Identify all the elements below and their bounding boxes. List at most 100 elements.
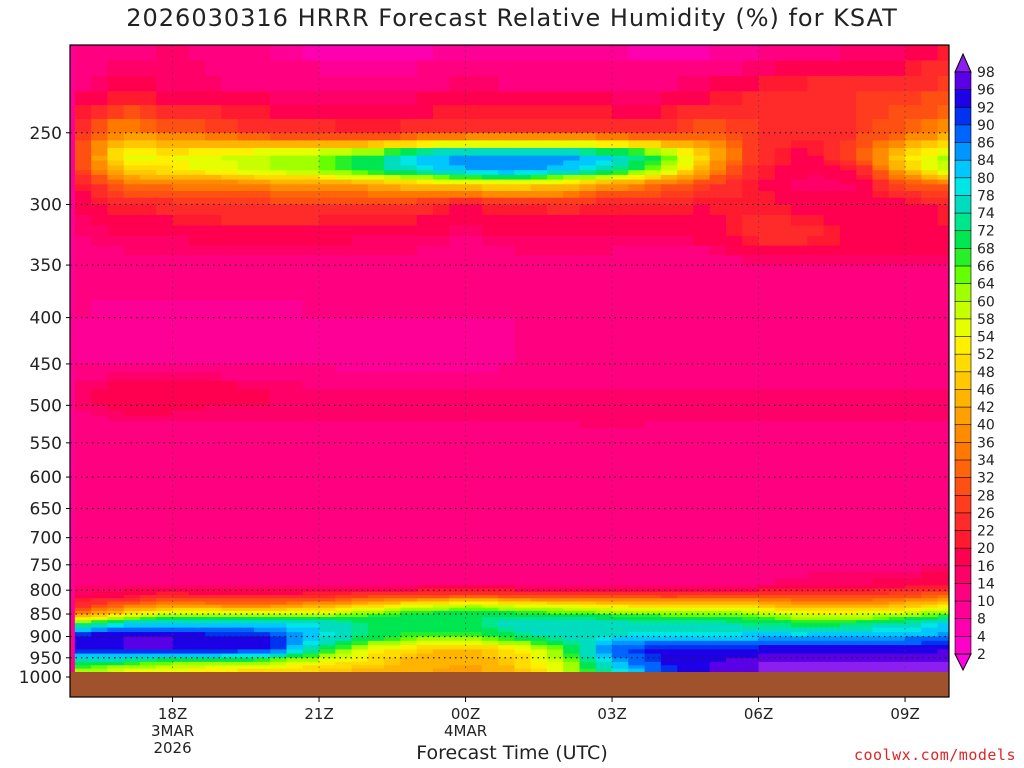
heatmap-cell (205, 191, 223, 199)
heatmap-cell (123, 333, 141, 350)
heatmap-cell (758, 214, 776, 227)
heatmap-cell (856, 300, 874, 319)
heatmap-cell (465, 255, 483, 266)
heatmap-cell (774, 442, 792, 456)
heatmap-cell (579, 585, 597, 590)
heatmap-cell (319, 265, 337, 284)
heatmap-cell (839, 546, 858, 557)
heatmap-cell (188, 578, 206, 587)
heatmap-cell (530, 591, 548, 596)
heatmap-cell (807, 118, 825, 134)
heatmap-cell (91, 604, 109, 609)
heatmap-cell (774, 197, 792, 206)
heatmap-cell (856, 668, 874, 673)
heatmap-cell (270, 235, 288, 247)
heatmap-cell (172, 372, 190, 382)
heatmap-cell (432, 380, 451, 391)
heatmap-cell (677, 184, 695, 192)
heatmap-cell (91, 498, 109, 510)
heatmap-cell (595, 132, 613, 142)
heatmap-cell (937, 282, 949, 301)
y-tick-label: 450 (30, 355, 62, 375)
heatmap-cell (367, 555, 385, 566)
heatmap-cell (595, 614, 613, 618)
heatmap-cell (872, 428, 890, 437)
heatmap-cell (253, 380, 272, 391)
heatmap-cell (253, 420, 272, 429)
heatmap-cell (172, 317, 190, 334)
credit-link[interactable]: coolwx.com/models (853, 746, 1016, 764)
heatmap-cell (156, 435, 174, 444)
heatmap-cell (465, 564, 483, 573)
heatmap-cell (905, 118, 923, 134)
heatmap-cell (839, 604, 858, 609)
heatmap-cell (481, 420, 499, 429)
heatmap-cell (400, 601, 418, 606)
heatmap-cell (660, 614, 678, 618)
heatmap-cell (725, 623, 744, 629)
heatmap-cell (432, 333, 451, 350)
heatmap-cell (253, 649, 272, 655)
heatmap-cell (498, 632, 516, 638)
heatmap-cell (872, 598, 890, 603)
heatmap-cell (139, 585, 158, 590)
heatmap-cell (205, 348, 223, 365)
heatmap-cell (302, 184, 320, 192)
heatmap-cell (791, 197, 809, 206)
heatmap-cell (774, 598, 792, 603)
heatmap-cell (709, 518, 727, 529)
heatmap-cell (937, 191, 949, 199)
heatmap-cell (139, 640, 158, 646)
heatmap-cell (628, 477, 646, 489)
heatmap-cell (660, 518, 678, 529)
heatmap-cell (725, 571, 744, 580)
heatmap-cell (91, 160, 109, 167)
heatmap-cell (107, 91, 125, 106)
heatmap-cell (270, 372, 288, 382)
heatmap-cell (205, 400, 223, 407)
heatmap-cell (921, 191, 939, 199)
heatmap-cell (74, 614, 92, 618)
heatmap-cell (237, 372, 255, 382)
heatmap-cell (498, 555, 516, 566)
heatmap-cell (481, 617, 499, 621)
heatmap-cell (172, 165, 190, 172)
heatmap-cell (791, 75, 809, 93)
heatmap-cell (742, 363, 760, 374)
heatmap-cell (221, 265, 239, 284)
heatmap-cell (514, 477, 532, 489)
heatmap-cell (921, 604, 939, 609)
heatmap-cell (644, 601, 662, 606)
heatmap-cell (563, 649, 581, 655)
heatmap-cell (188, 380, 206, 391)
heatmap-cell (612, 235, 630, 247)
heatmap-cell (302, 105, 320, 120)
heatmap-cell (498, 105, 516, 120)
heatmap-cell (107, 442, 125, 456)
heatmap-cell (449, 617, 467, 621)
heatmap-cell (660, 555, 678, 566)
heatmap-cell (367, 617, 385, 621)
heatmap-cell (514, 235, 532, 247)
heatmap-cell (563, 465, 581, 478)
heatmap-cell (107, 389, 125, 396)
heatmap-cell (937, 645, 949, 651)
heatmap-cell (319, 601, 337, 606)
heatmap-cell (612, 585, 630, 590)
heatmap-cell (481, 640, 499, 646)
heatmap-cell (481, 372, 499, 382)
heatmap-cell (172, 148, 190, 157)
heatmap-cell (937, 657, 949, 663)
heatmap-cell (351, 155, 369, 162)
heatmap-cell (432, 428, 451, 437)
heatmap-cell (465, 197, 483, 206)
heatmap-cell (237, 400, 255, 407)
heatmap-cell (253, 265, 272, 284)
heatmap-cell (400, 235, 418, 247)
heatmap-cell (546, 604, 565, 609)
heatmap-cell (237, 265, 255, 284)
heatmap-cell (546, 389, 565, 396)
heatmap-cell (725, 640, 744, 646)
heatmap-cell (351, 60, 369, 77)
heatmap-cell (172, 598, 190, 603)
